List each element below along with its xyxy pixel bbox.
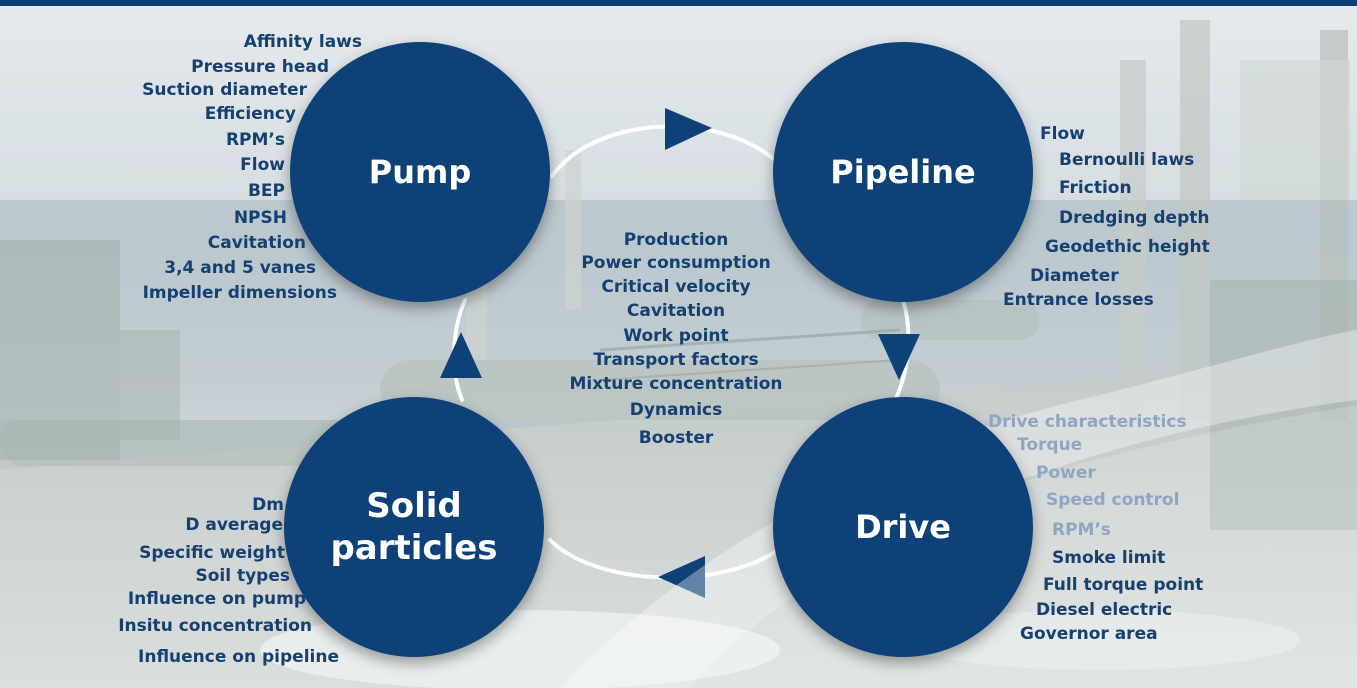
- list-item: RPM’s: [225, 130, 285, 150]
- list-item: D average: [185, 515, 283, 535]
- list-item: Flow: [240, 155, 285, 175]
- list-item: Entrance losses: [1003, 290, 1154, 310]
- list-item: Smoke limit: [1052, 548, 1166, 568]
- list-item: Dynamics: [629, 400, 723, 420]
- list-item: Insitu concentration: [118, 616, 312, 636]
- list-item: Transport factors: [593, 350, 759, 370]
- list-item: Cavitation: [626, 301, 726, 321]
- solid-particles-circle: Solid particles: [284, 397, 544, 657]
- list-item: Geodethic height: [1045, 237, 1210, 257]
- list-item: Soil types: [195, 566, 290, 586]
- list-item: RPM’s: [1052, 520, 1112, 540]
- list-item: Diameter: [1030, 266, 1119, 286]
- list-item: Dredging depth: [1059, 208, 1210, 228]
- list-item: BEP: [247, 181, 285, 201]
- list-item: Dm: [252, 495, 284, 515]
- pipeline-title: Pipeline: [830, 153, 976, 191]
- drive-circle: Drive: [773, 397, 1033, 657]
- list-item: Suction diameter: [142, 80, 307, 100]
- list-item: Speed control: [1046, 490, 1180, 510]
- list-item: Affinity laws: [243, 32, 362, 52]
- pipeline-circle: Pipeline: [773, 42, 1033, 302]
- top-bar: [0, 0, 1357, 6]
- pump-title: Pump: [368, 153, 472, 191]
- arrow-left-icon: [658, 556, 705, 598]
- list-item: Mixture concentration: [569, 374, 783, 394]
- list-item: Influence on pump: [127, 589, 306, 609]
- list-item: Cavitation: [207, 233, 306, 253]
- list-item: Power consumption: [581, 253, 771, 273]
- list-item: Specific weight: [139, 543, 285, 563]
- list-item: NPSH: [233, 208, 287, 228]
- list-item: 3,4 and 5 vanes: [164, 258, 316, 278]
- list-item: Friction: [1059, 178, 1132, 198]
- list-item: Work point: [623, 326, 729, 346]
- list-item: Full torque point: [1043, 575, 1204, 595]
- arrow-right-icon: [665, 108, 712, 150]
- list-item: Impeller dimensions: [142, 283, 337, 303]
- drive-title: Drive: [855, 508, 951, 546]
- list-item: Drive characteristics: [988, 412, 1187, 432]
- list-item: Booster: [638, 428, 714, 448]
- list-item: Power: [1036, 463, 1096, 483]
- list-item: Torque: [1017, 435, 1083, 455]
- list-item: Production: [623, 230, 729, 250]
- arrow-up-icon: [440, 332, 482, 378]
- list-item: Critical velocity: [601, 277, 751, 297]
- list-item: Governor area: [1020, 624, 1158, 644]
- list-item: Diesel electric: [1036, 600, 1173, 620]
- list-item: Efficiency: [204, 104, 296, 124]
- list-item: Flow: [1040, 124, 1085, 144]
- list-item: Pressure head: [191, 57, 329, 77]
- list-item: Bernoulli laws: [1059, 150, 1195, 170]
- list-item: Influence on pipeline: [138, 647, 339, 667]
- pump-circle: Pump: [290, 42, 550, 302]
- solid-particles-title: Solid particles: [330, 485, 498, 569]
- arrow-down-icon: [878, 334, 920, 380]
